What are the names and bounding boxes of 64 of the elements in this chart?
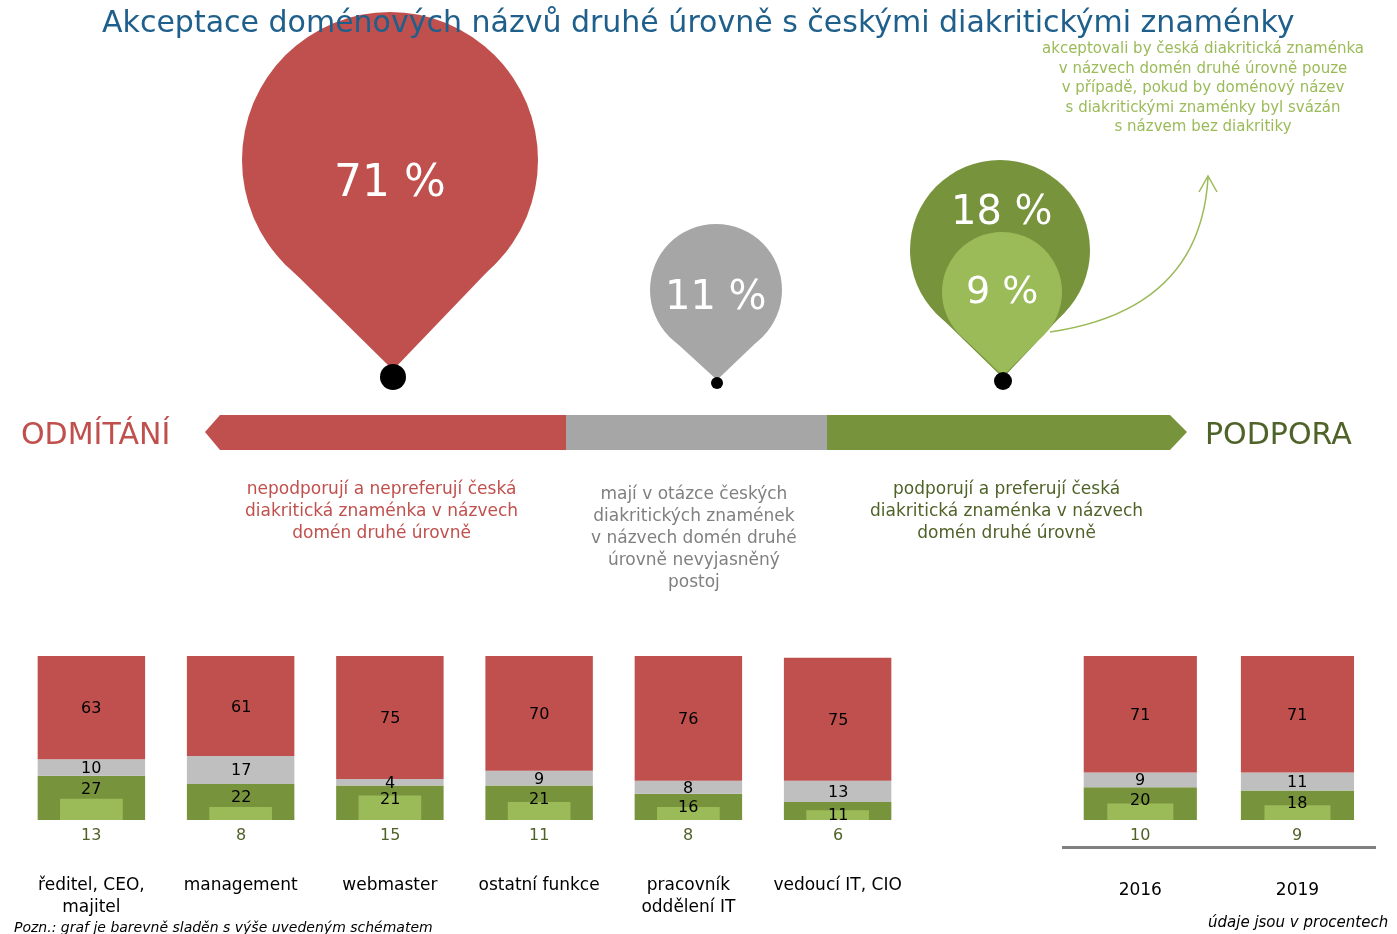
bar [485,770,593,786]
bar [1083,772,1197,788]
data-label: 11 [1287,772,1308,791]
x-tick-label: pracovník oddělení IT [641,874,736,917]
data-label: 9 [1135,770,1146,789]
data-label: 21 [529,789,550,808]
data-label: 10 [1130,825,1151,844]
bar [186,656,295,757]
data-label: 21 [380,789,401,808]
data-label: 6 [833,825,844,844]
data-label: 15 [380,825,401,844]
text: nepodporují a nepreferují česká diakritická znaménka v názvech domén druhé úrovně [245,478,519,543]
bar [1240,772,1355,791]
data-label: 13 [828,782,849,801]
text: podporují a preferují česká diakritická znaménka v názvech domén druhé úrovně [870,478,1144,543]
data-label: 76 [678,709,699,728]
data-label: 18 [1287,793,1308,812]
bar [1083,656,1197,773]
bar [634,780,743,794]
data-label: 10 [81,758,102,777]
x-tick-label: management [183,874,298,894]
x-tick-label: 2016 [1118,879,1162,900]
data-label: 70 [529,704,550,723]
data-label: 8 [683,778,694,797]
data-label: 11 [529,825,550,844]
bar [1240,656,1355,773]
data-label: 63 [81,698,102,717]
data-label: 61 [231,697,252,716]
x-tick-label: 2019 [1275,879,1320,900]
data-label: 16 [678,797,699,816]
bar [485,656,593,771]
text: údaje jsou v procentech [1208,913,1389,931]
bar [783,780,892,802]
data-label: 13 [81,825,102,844]
bar [186,756,295,784]
text: mají v otázce českých diakritických znamének v názvech domén druhé úrovně nevyjasněný postoj [591,483,797,592]
x-tick-label: webmaster [342,874,438,894]
x-tick-label: ostatní funkce [478,874,600,894]
data-label: 27 [81,779,102,798]
x-tick-label: ředitel, CEO, majitel [38,874,145,917]
data-label: 8 [683,825,694,844]
x-tick-label: vedoucí IT, CIO [773,874,902,894]
text: akceptovali by česká diakritická znaménka v názvech domén druhé úrovně pouze v případě, pokud by doménový název s diakritickými znaménky byl svázán s názvem bez diakritiky [1042,39,1365,135]
data-label: 17 [231,760,252,779]
data-label: 71 [1287,705,1308,724]
data-label: 9 [534,769,545,788]
text: 18 % [951,187,1053,233]
data-label: 75 [828,710,849,729]
data-label: 71 [1130,705,1151,724]
data-label: 9 [1292,825,1303,844]
data-label: 20 [1130,790,1151,809]
text: ODMÍTÁNÍ [21,416,171,451]
data-label: 11 [828,805,849,824]
data-label: 8 [236,825,247,844]
text: PODPORA [1205,416,1353,451]
bar [60,798,123,820]
data-label: 75 [380,708,401,727]
bar [634,656,743,781]
data-label: 22 [231,787,252,806]
bar [209,806,272,820]
bar [783,657,892,781]
bar [37,759,146,776]
text: Pozn.: graf je barevně sladěn s výše uvedeným schématem [14,919,433,934]
bar [37,656,146,760]
